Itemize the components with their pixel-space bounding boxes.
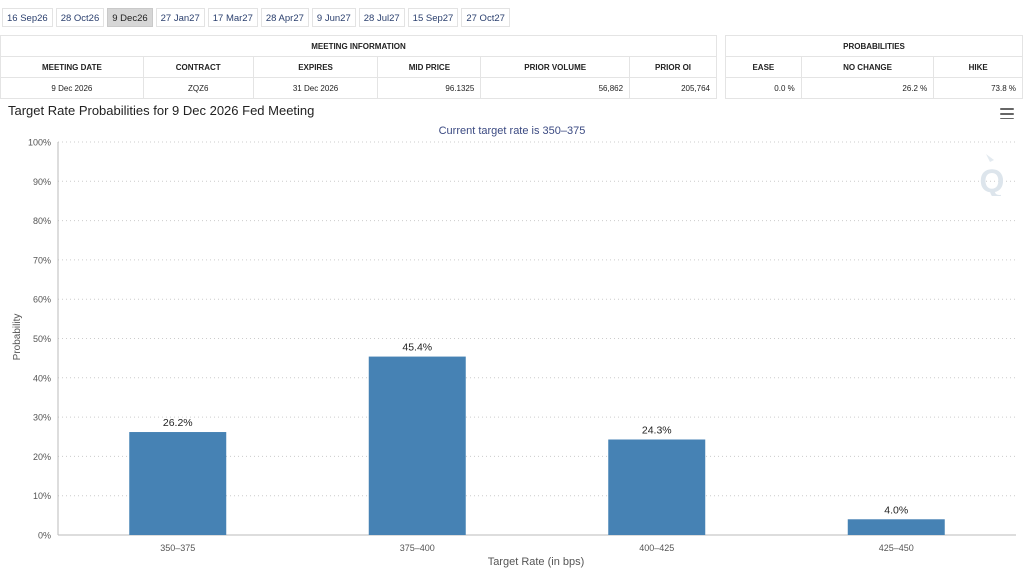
expires-value: 31 Dec 2026 <box>252 77 379 99</box>
bar-data-label: 4.0% <box>884 504 908 516</box>
y-tick-label: 10% <box>33 491 51 501</box>
col-no-change: NO CHANGE <box>800 56 935 78</box>
col-expires: EXPIRES <box>252 56 379 78</box>
col-prior-oi: PRIOR OI <box>629 56 717 78</box>
chart-title: Target Rate Probabilities for 9 Dec 2026… <box>8 103 315 118</box>
tab-meeting-1[interactable]: 16 Sep26 <box>2 8 53 27</box>
table-row: 9 Dec 2026 ZQZ6 31 Dec 2026 96.1325 56,8… <box>0 77 717 99</box>
no-change-value: 26.2 % <box>800 77 935 99</box>
y-tick-label: 50% <box>33 334 51 344</box>
bar-425–450[interactable] <box>847 519 945 535</box>
col-mid-price: MID PRICE <box>377 56 482 78</box>
y-tick-label: 70% <box>33 255 51 265</box>
y-tick-label: 30% <box>33 413 51 423</box>
tab-meeting-10[interactable]: 27 Oct27 <box>461 8 510 27</box>
y-tick-label: 90% <box>33 177 51 187</box>
watermark-logo-icon: Q <box>980 154 1005 196</box>
probability-bar-chart: 0% 10% 20% 30% 40% 50% 60% 70% 80% 90% 100% 26.2% 3… <box>0 119 1024 574</box>
tab-meeting-5[interactable]: 17 Mar27 <box>207 8 258 27</box>
col-ease: EASE <box>725 56 802 78</box>
tab-meeting-6[interactable]: 28 Apr27 <box>260 8 309 27</box>
x-tick-label: 400–425 <box>639 543 674 553</box>
y-tick-label: 100% <box>28 138 51 148</box>
y-tick-label: 0% <box>38 531 51 541</box>
tab-meeting-4[interactable]: 27 Jan27 <box>155 8 205 27</box>
bar-data-label: 24.3% <box>642 425 672 437</box>
probabilities-table: PROBABILITIES EASE NO CHANGE HIKE 0.0 % … <box>725 35 1023 99</box>
y-tick-label: 20% <box>33 452 51 462</box>
col-contract: CONTRACT <box>142 56 254 78</box>
y-tick-label: 80% <box>33 216 51 226</box>
meeting-date-tabs: 16 Sep26 28 Oct26 9 Dec26 27 Jan27 17 Mar27 2… <box>2 8 510 27</box>
prior-oi-value: 205,764 <box>629 77 717 99</box>
y-tick-label: 60% <box>33 295 51 305</box>
x-tick-label: 425–450 <box>879 543 914 553</box>
tab-meeting-3[interactable]: 9 Dec26 <box>107 8 153 27</box>
chart-subtitle: Current target rate is 350–375 <box>439 125 586 137</box>
probabilities-heading: PROBABILITIES <box>725 35 1023 57</box>
x-tick-label: 350–375 <box>160 543 195 553</box>
x-tick-label: 375–400 <box>400 543 435 553</box>
prior-volume-value: 56,862 <box>480 77 631 99</box>
col-prior-volume: PRIOR VOLUME <box>480 56 631 78</box>
bar-400–425[interactable] <box>608 439 706 535</box>
meeting-information-table: MEETING INFORMATION MEETING DATE CONTRAC… <box>0 35 717 99</box>
bar-350–375[interactable] <box>129 432 227 535</box>
mid-price-value: 96.1325 <box>377 77 482 99</box>
meeting-date-value: 9 Dec 2026 <box>0 77 144 99</box>
y-tick-label: 40% <box>33 373 51 383</box>
tab-meeting-2[interactable]: 28 Oct26 <box>55 8 105 27</box>
bar-375–400[interactable] <box>368 356 466 535</box>
bar-data-label: 26.2% <box>163 417 193 429</box>
tab-meeting-9[interactable]: 15 Sep27 <box>407 8 459 27</box>
col-meeting-date: MEETING DATE <box>0 56 144 78</box>
tab-meeting-7[interactable]: 9 Jun27 <box>311 8 356 27</box>
x-axis-title: Target Rate (in bps) <box>488 556 585 568</box>
bar-data-label: 45.4% <box>402 342 432 354</box>
y-axis-title: Probability <box>12 314 23 361</box>
meeting-information-heading: MEETING INFORMATION <box>0 35 717 57</box>
contract-value: ZQZ6 <box>142 77 254 99</box>
chart-menu-icon[interactable] <box>1000 108 1014 120</box>
col-hike: HIKE <box>933 56 1023 78</box>
ease-value: 0.0 % <box>725 77 802 99</box>
table-row: 0.0 % 26.2 % 73.8 % <box>725 77 1023 99</box>
svg-text:Q: Q <box>980 163 1005 196</box>
hike-value: 73.8 % <box>933 77 1023 99</box>
tab-meeting-8[interactable]: 28 Jul27 <box>358 8 405 27</box>
